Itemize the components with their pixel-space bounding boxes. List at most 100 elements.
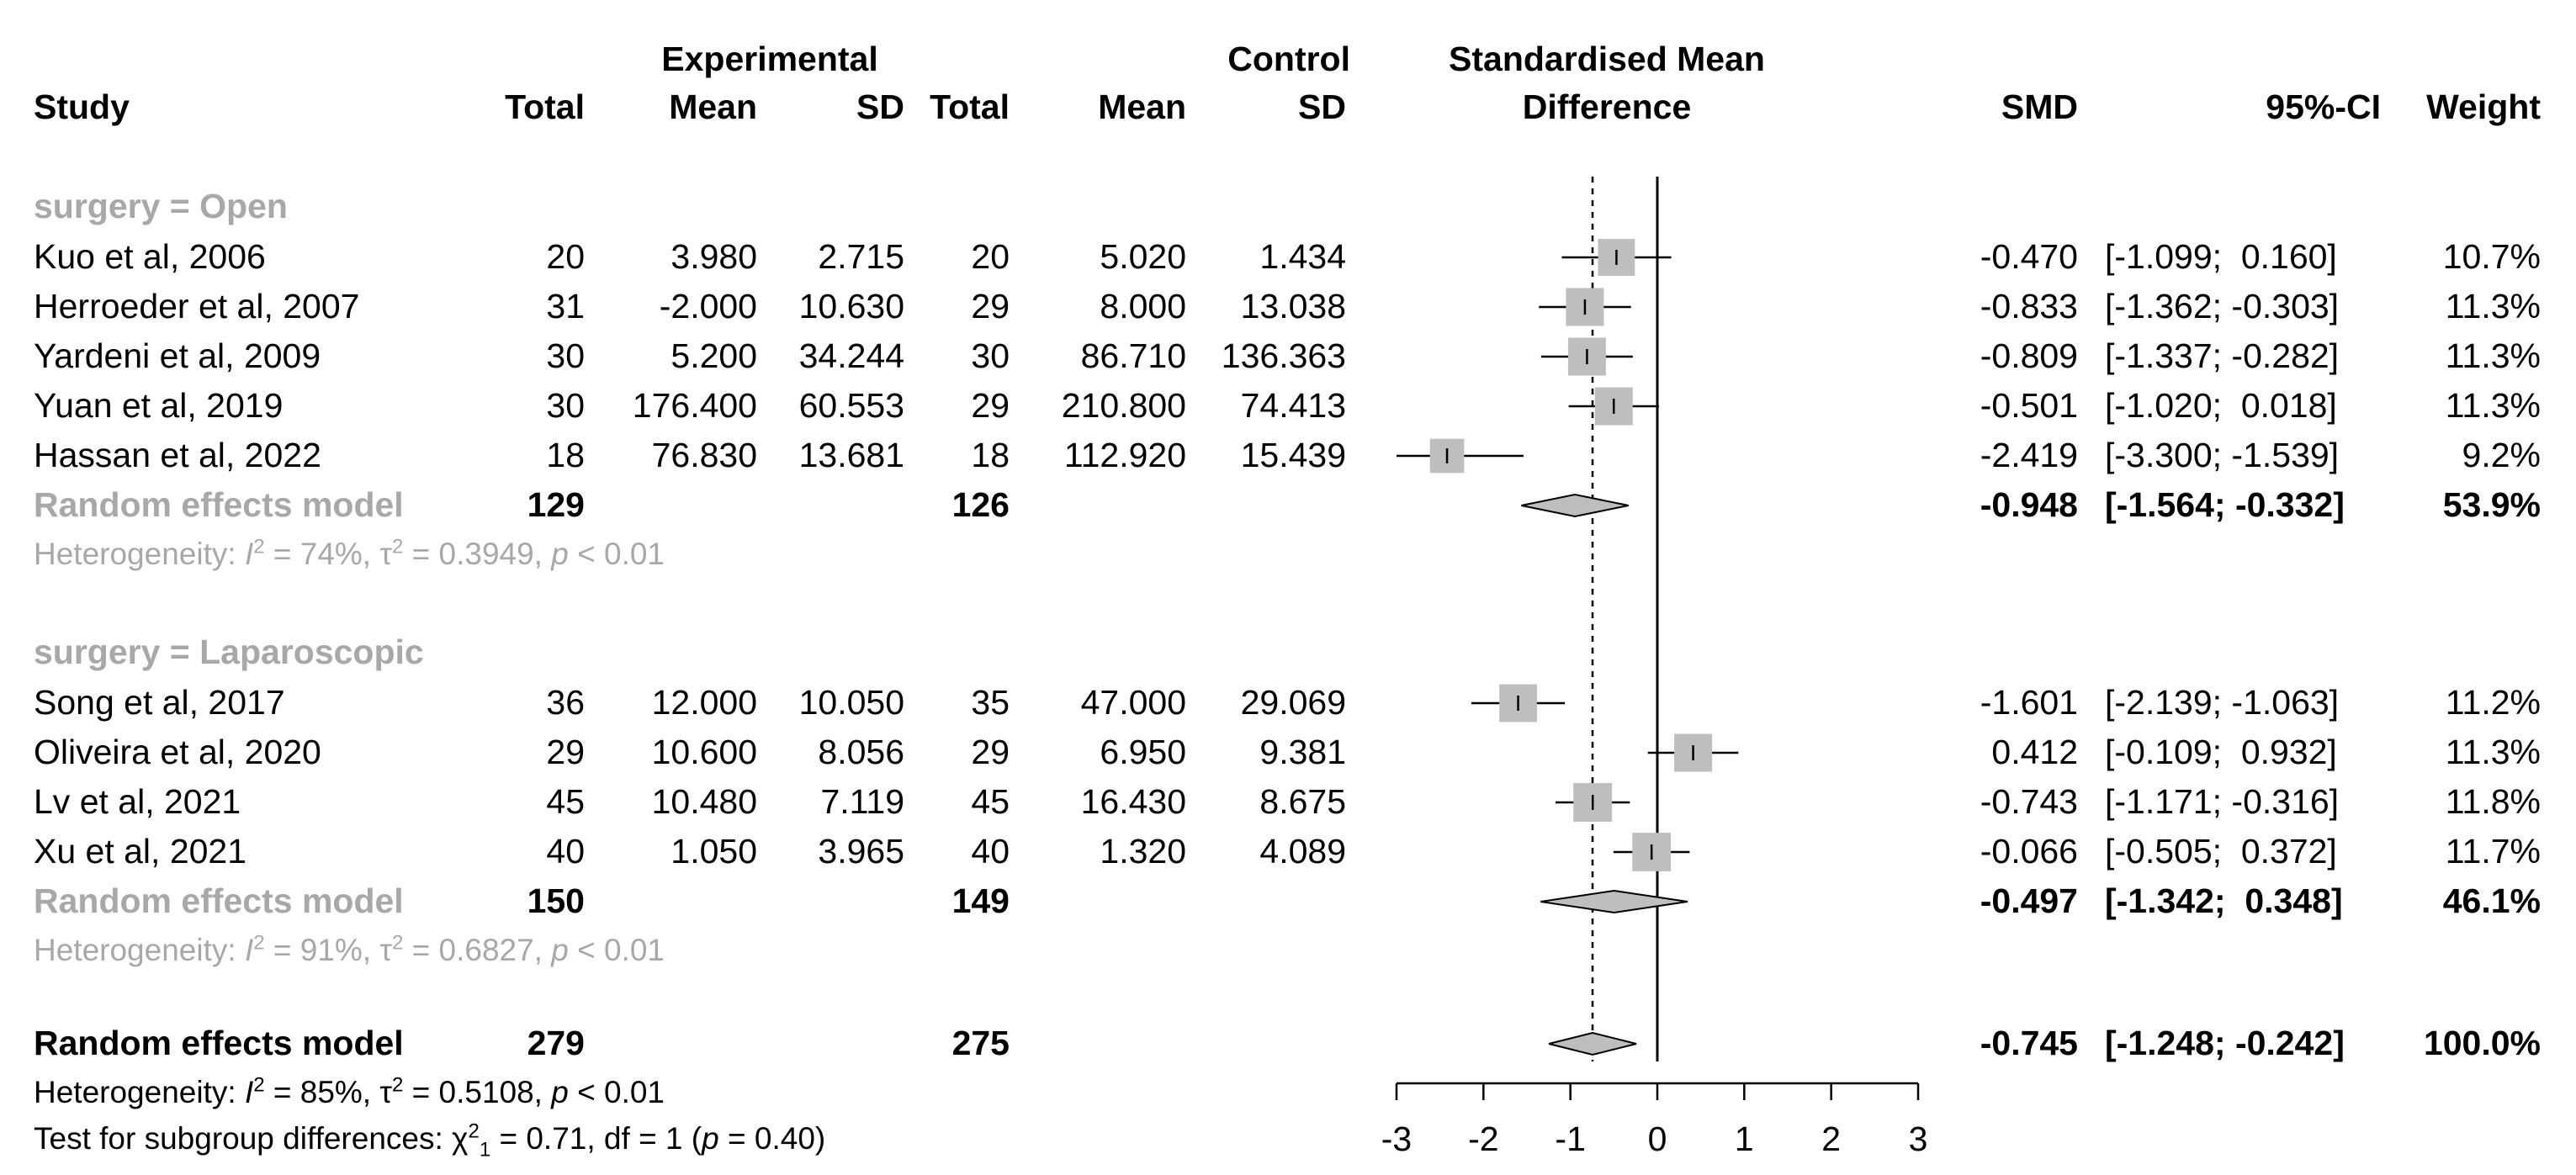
total-c: 20 (971, 237, 1010, 276)
mean-c: 210.800 (1061, 386, 1186, 425)
header-total-c: Total (930, 87, 1010, 126)
weight-value: 11.3% (2445, 336, 2541, 375)
header-mean-e: Mean (669, 87, 757, 126)
study-name: Oliveira et al, 2020 (34, 733, 321, 771)
smd-value: -2.419 (1980, 436, 2078, 474)
header-study: Study (34, 87, 130, 126)
total-c: 29 (971, 386, 1010, 425)
mean-e: 5.200 (671, 336, 757, 375)
sd-e: 7.119 (820, 782, 904, 821)
x-tick-label: 0 (1648, 1119, 1667, 1158)
sd-e: 10.050 (798, 683, 904, 722)
summary-diamond (1540, 889, 1688, 914)
header-experimental: Experimental (661, 40, 878, 78)
weight-value: 11.8% (2445, 782, 2541, 821)
sd-e: 10.630 (798, 287, 904, 326)
header-smd: SMD (2001, 87, 2078, 126)
mean-e: 1.050 (671, 832, 757, 871)
ci-value: [-1.099; 0.160] (2105, 237, 2337, 276)
heterogeneity-laparoscopic: Heterogeneity: I2 = 91%, τ2 = 0.6827, p … (34, 931, 665, 967)
sd-c: 29.069 (1240, 683, 1346, 722)
mean-c: 6.950 (1100, 733, 1186, 771)
x-tick-label: 3 (1909, 1119, 1928, 1158)
sd-c: 15.439 (1240, 436, 1346, 474)
overall-total-e: 279 (527, 1024, 585, 1062)
mean-e: 10.600 (651, 733, 757, 771)
total-c: 40 (971, 832, 1010, 871)
smd-value: -0.833 (1980, 287, 2078, 326)
x-tick-label: -3 (1381, 1119, 1412, 1158)
overall-total-c: 275 (951, 1024, 1010, 1062)
model-total-e: 129 (527, 485, 585, 524)
model-label: Random effects model (34, 881, 404, 920)
sd-c: 74.413 (1240, 386, 1346, 425)
mean-e: 176.400 (632, 386, 757, 425)
smd-value: -1.601 (1980, 683, 2078, 722)
mean-e: 3.980 (671, 237, 757, 276)
study-name: Kuo et al, 2006 (34, 237, 266, 276)
weight-value: 11.3% (2445, 386, 2541, 425)
overall-diamond (1548, 1031, 1637, 1056)
header-sd-c: SD (1298, 87, 1346, 126)
smd-value: -0.501 (1980, 386, 2078, 425)
smd-value: -0.066 (1980, 832, 2078, 871)
total-e: 40 (546, 832, 585, 871)
mean-c: 47.000 (1080, 683, 1186, 722)
weight-value: 11.3% (2445, 287, 2541, 326)
sd-e: 13.681 (798, 436, 904, 474)
smd-value: -0.809 (1980, 336, 2078, 375)
total-c: 29 (971, 287, 1010, 326)
sd-c: 1.434 (1259, 237, 1346, 276)
weight-value: 9.2% (2462, 436, 2541, 474)
sd-e: 60.553 (798, 386, 904, 425)
study-name: Xu et al, 2021 (34, 832, 247, 871)
model-total-e: 150 (527, 881, 585, 920)
header-smd-title-2: Difference (1522, 87, 1692, 126)
smd-value: -0.470 (1980, 237, 2078, 276)
header-weight: Weight (2426, 87, 2541, 126)
mean-c: 16.430 (1080, 782, 1186, 821)
ci-value: [-3.300; -1.539] (2105, 436, 2340, 474)
overall-ci: [-1.248; -0.242] (2105, 1024, 2345, 1062)
study-name: Song et al, 2017 (34, 683, 285, 722)
model-label: Random effects model (34, 485, 404, 524)
ci-value: [-0.109; 0.932] (2105, 733, 2337, 771)
overall-label: Random effects model (34, 1024, 404, 1062)
ci-value: [-1.020; 0.018] (2105, 386, 2337, 425)
subgroup-difference-test: Test for subgroup differences: χ21 = 0.7… (34, 1119, 826, 1162)
study-name: Herroeder et al, 2007 (34, 287, 360, 326)
mean-c: 8.000 (1100, 287, 1186, 326)
sd-c: 4.089 (1259, 832, 1346, 871)
mean-c: 86.710 (1080, 336, 1186, 375)
weight-value: 11.3% (2445, 733, 2541, 771)
header-smd-title-1: Standardised Mean (1449, 40, 1765, 78)
ci-value: [-1.337; -0.282] (2105, 336, 2340, 375)
total-e: 45 (546, 782, 585, 821)
mean-e: 12.000 (651, 683, 757, 722)
heterogeneity-overall: Heterogeneity: I2 = 85%, τ2 = 0.5108, p … (34, 1073, 665, 1109)
model-smd: -0.948 (1980, 485, 2078, 524)
header-ci: 95%-CI (2266, 87, 2381, 126)
ci-value: [-0.505; 0.372] (2105, 832, 2337, 871)
smd-value: 0.412 (1991, 733, 2078, 771)
total-c: 45 (971, 782, 1010, 821)
header-mean-c: Mean (1098, 87, 1186, 126)
sd-c: 136.363 (1221, 336, 1346, 375)
total-e: 29 (546, 733, 585, 771)
ci-value: [-1.362; -0.303] (2105, 287, 2340, 326)
smd-value: -0.743 (1980, 782, 2078, 821)
heterogeneity-open: Heterogeneity: I2 = 74%, τ2 = 0.3949, p … (34, 535, 665, 571)
total-e: 31 (546, 287, 585, 326)
study-name: Yardeni et al, 2009 (34, 336, 321, 375)
summary-diamond (1521, 493, 1629, 518)
total-c: 35 (971, 683, 1010, 722)
total-c: 29 (971, 733, 1010, 771)
x-tick-label: -1 (1555, 1119, 1585, 1158)
weight-value: 10.7% (2442, 237, 2541, 276)
sd-c: 13.038 (1240, 287, 1346, 326)
weight-value: 11.2% (2445, 683, 2541, 722)
sd-e: 34.244 (798, 336, 904, 375)
mean-e: -2.000 (659, 287, 757, 326)
mean-e: 10.480 (651, 782, 757, 821)
mean-e: 76.830 (651, 436, 757, 474)
